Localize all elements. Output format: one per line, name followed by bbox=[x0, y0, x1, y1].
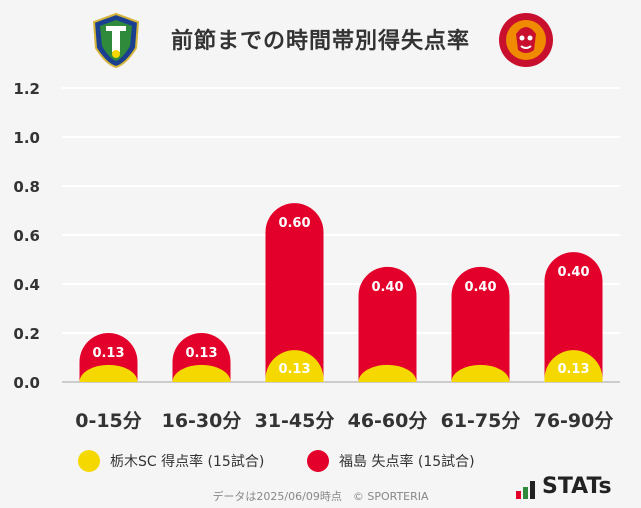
bar-team-b bbox=[358, 266, 417, 382]
y-tick-label: 0.0 bbox=[13, 374, 40, 392]
footer-note: データは2025/06/09時点 © SPORTERIA bbox=[212, 490, 429, 503]
stats-logo: STATs bbox=[516, 474, 612, 499]
tochigi-sc-emblem-icon bbox=[86, 10, 146, 70]
legend-team-a-swatch bbox=[78, 450, 100, 472]
y-tick-label: 0.4 bbox=[13, 276, 40, 294]
bar-team-b bbox=[544, 252, 603, 382]
x-tick-label: 16-30分 bbox=[162, 410, 242, 432]
bar-team-a bbox=[172, 364, 231, 382]
stats-logo-text: STATs bbox=[542, 474, 612, 499]
data-label-team-b: 0.40 bbox=[464, 280, 496, 295]
y-tick-label: 0.2 bbox=[13, 325, 40, 343]
y-tick-label: 0.6 bbox=[13, 227, 40, 245]
data-label-team-b: 0.40 bbox=[557, 265, 589, 280]
bar-team-a bbox=[79, 364, 138, 382]
bar-team-a bbox=[358, 364, 417, 382]
data-label-team-a: 0.13 bbox=[557, 362, 589, 377]
chart-title: 前節までの時間帯別得失点率 bbox=[170, 29, 470, 54]
fukushima-united-emblem-icon bbox=[496, 10, 556, 70]
bar-team-a bbox=[544, 350, 603, 382]
x-tick-label: 46-60分 bbox=[348, 410, 428, 432]
x-tick-label: 31-45分 bbox=[255, 410, 335, 432]
legend-team-b-label: 福島 失点率 (15試合) bbox=[339, 454, 475, 470]
bar-team-b bbox=[451, 266, 510, 382]
data-label-team-b: 0.40 bbox=[371, 280, 403, 295]
y-tick-label: 1.2 bbox=[13, 80, 40, 98]
legend-team-b: 福島 失点率 (15試合) bbox=[307, 446, 475, 476]
data-label-team-a: 0.13 bbox=[278, 362, 310, 377]
legend-team-a-label: 栃木SC 得点率 (15試合) bbox=[110, 454, 265, 470]
x-tick-label: 0-15分 bbox=[75, 410, 142, 432]
data-label-team-b: 0.13 bbox=[185, 346, 217, 361]
x-tick-label: 61-75分 bbox=[441, 410, 521, 432]
bar-team-b bbox=[265, 203, 324, 382]
legend-team-b-swatch bbox=[307, 450, 329, 472]
y-tick-label: 1.0 bbox=[13, 129, 40, 147]
bar-team-a bbox=[265, 350, 324, 382]
bar-team-a bbox=[451, 364, 510, 382]
x-tick-label: 76-90分 bbox=[534, 410, 614, 432]
legend-team-a: 栃木SC 得点率 (15試合) bbox=[78, 446, 264, 476]
stats-bars-icon bbox=[516, 479, 537, 499]
y-tick-label: 0.8 bbox=[13, 178, 40, 196]
data-label-team-b: 0.13 bbox=[92, 346, 124, 361]
data-label-team-b: 0.60 bbox=[278, 216, 310, 231]
bar-chart: 0.0 0.2 0.4 0.6 0.8 1.0 1.2 0.13 0-15分 0.13 16-30分… bbox=[13, 80, 620, 432]
